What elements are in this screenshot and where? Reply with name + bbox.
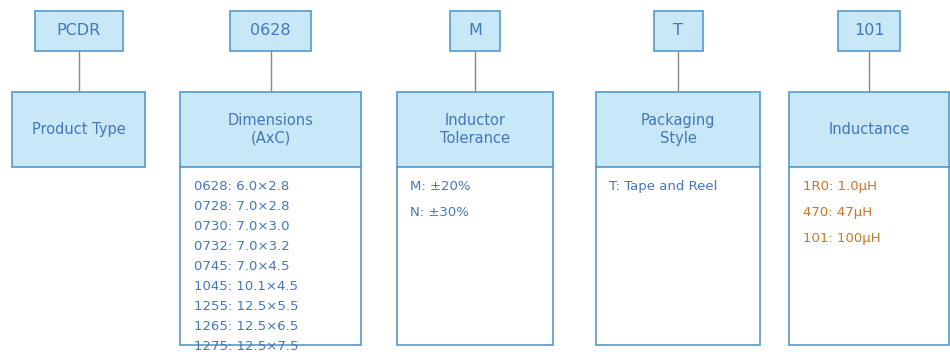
Text: 0628: 0628 — [251, 23, 291, 38]
Text: 0732: 7.0×3.2: 0732: 7.0×3.2 — [194, 240, 290, 253]
FancyBboxPatch shape — [789, 167, 949, 345]
Text: T: T — [674, 23, 683, 38]
FancyBboxPatch shape — [654, 11, 703, 51]
FancyBboxPatch shape — [597, 92, 760, 167]
Text: 1265: 12.5×6.5: 1265: 12.5×6.5 — [194, 320, 298, 333]
Text: 0730: 7.0×3.0: 0730: 7.0×3.0 — [194, 220, 290, 233]
Text: 0628: 6.0×2.8: 0628: 6.0×2.8 — [194, 180, 289, 193]
Text: 470: 47μH: 470: 47μH — [803, 206, 872, 219]
Text: Dimensions
(AxC): Dimensions (AxC) — [228, 113, 314, 146]
Text: 0745: 7.0×4.5: 0745: 7.0×4.5 — [194, 260, 290, 272]
Text: 1275: 12.5×7.5: 1275: 12.5×7.5 — [194, 340, 298, 352]
Text: 1045: 10.1×4.5: 1045: 10.1×4.5 — [194, 279, 297, 293]
Text: Inductor
Tolerance: Inductor Tolerance — [440, 113, 510, 146]
FancyBboxPatch shape — [450, 11, 500, 51]
Text: T: Tape and Reel: T: Tape and Reel — [610, 180, 718, 193]
FancyBboxPatch shape — [789, 92, 949, 167]
Text: 1255: 12.5×5.5: 1255: 12.5×5.5 — [194, 300, 298, 313]
Text: 0728: 7.0×2.8: 0728: 7.0×2.8 — [194, 200, 290, 213]
FancyBboxPatch shape — [597, 167, 760, 345]
FancyBboxPatch shape — [180, 167, 361, 345]
Text: 1R0: 1.0μH: 1R0: 1.0μH — [803, 180, 877, 193]
Text: Inductance: Inductance — [828, 122, 910, 137]
Text: 101: 101 — [854, 23, 884, 38]
Text: PCDR: PCDR — [57, 23, 101, 38]
FancyBboxPatch shape — [35, 11, 123, 51]
FancyBboxPatch shape — [180, 92, 361, 167]
FancyBboxPatch shape — [230, 11, 311, 51]
Text: N: ±30%: N: ±30% — [410, 206, 468, 219]
FancyBboxPatch shape — [397, 167, 553, 345]
Text: Product Type: Product Type — [32, 122, 125, 137]
Text: 101: 100μH: 101: 100μH — [803, 232, 881, 245]
FancyBboxPatch shape — [839, 11, 901, 51]
Text: M: M — [468, 23, 482, 38]
FancyBboxPatch shape — [397, 92, 553, 167]
FancyBboxPatch shape — [12, 92, 145, 167]
Text: M: ±20%: M: ±20% — [410, 180, 470, 193]
Text: Packaging
Style: Packaging Style — [641, 113, 715, 146]
